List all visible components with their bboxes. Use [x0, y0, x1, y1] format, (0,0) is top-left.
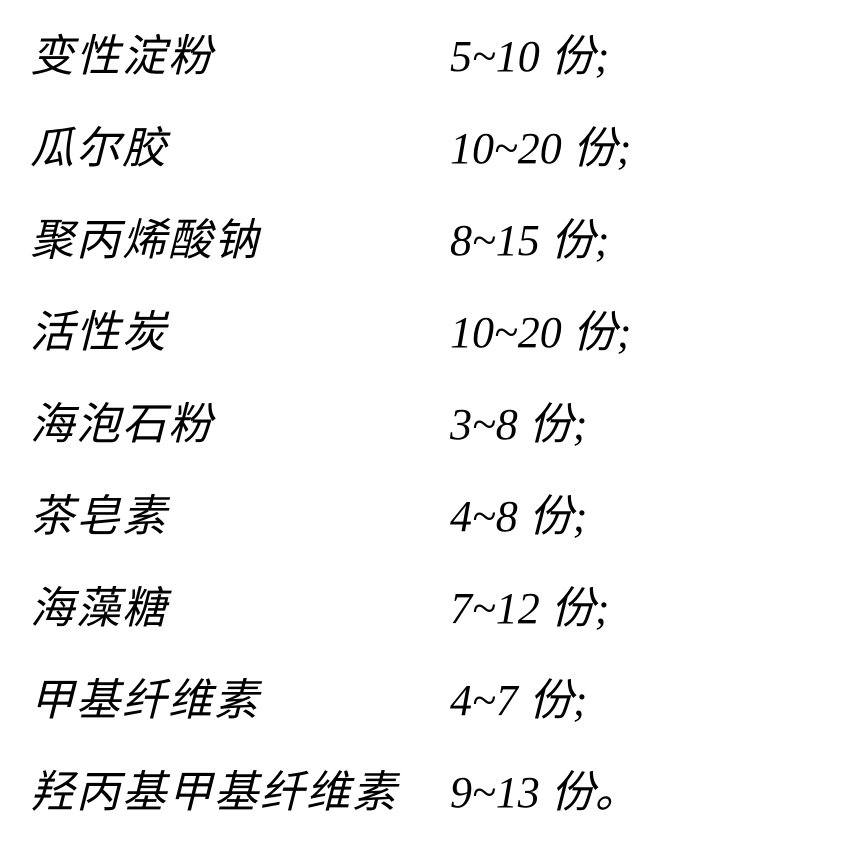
ingredient-list: 变性淀粉 5~10 份; 瓜尔胶 10~20 份; 聚丙烯酸钠 8~15 份; … — [0, 0, 854, 863]
ingredient-amount: 4~8 份; — [450, 480, 587, 544]
ingredient-amount: 9~13 份。 — [450, 756, 639, 820]
ingredient-name: 瓜尔胶 — [30, 112, 450, 176]
ingredient-amount: 10~20 份; — [450, 112, 631, 176]
ingredient-name: 变性淀粉 — [30, 20, 450, 84]
ingredient-name: 海泡石粉 — [30, 388, 450, 452]
list-item: 变性淀粉 5~10 份; — [30, 20, 854, 112]
list-item: 聚丙烯酸钠 8~15 份; — [30, 204, 854, 296]
ingredient-name: 活性炭 — [30, 296, 450, 360]
ingredient-name: 茶皂素 — [30, 480, 450, 544]
ingredient-amount: 3~8 份; — [450, 388, 587, 452]
ingredient-amount: 5~10 份; — [450, 20, 609, 84]
ingredient-amount: 8~15 份; — [450, 204, 609, 268]
list-item: 瓜尔胶 10~20 份; — [30, 112, 854, 204]
ingredient-name: 聚丙烯酸钠 — [30, 204, 450, 268]
list-item: 茶皂素 4~8 份; — [30, 480, 854, 572]
ingredient-name: 羟丙基甲基纤维素 — [30, 756, 450, 820]
ingredient-name: 甲基纤维素 — [30, 664, 450, 728]
list-item: 活性炭 10~20 份; — [30, 296, 854, 388]
list-item: 海泡石粉 3~8 份; — [30, 388, 854, 480]
ingredient-amount: 4~7 份; — [450, 664, 587, 728]
list-item: 海藻糖 7~12 份; — [30, 572, 854, 664]
list-item: 甲基纤维素 4~7 份; — [30, 664, 854, 756]
list-item: 羟丙基甲基纤维素 9~13 份。 — [30, 756, 854, 848]
ingredient-name: 海藻糖 — [30, 572, 450, 636]
ingredient-amount: 10~20 份; — [450, 296, 631, 360]
ingredient-amount: 7~12 份; — [450, 572, 609, 636]
